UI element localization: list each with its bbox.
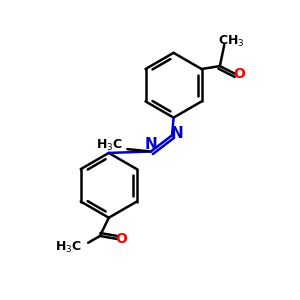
Text: CH$_3$: CH$_3$ — [218, 34, 245, 49]
Text: N: N — [145, 137, 157, 152]
Text: O: O — [234, 67, 245, 81]
Text: N: N — [171, 126, 184, 141]
Text: H$_3$C: H$_3$C — [96, 138, 123, 153]
Text: O: O — [116, 232, 128, 246]
Text: H$_3$C: H$_3$C — [56, 240, 82, 255]
